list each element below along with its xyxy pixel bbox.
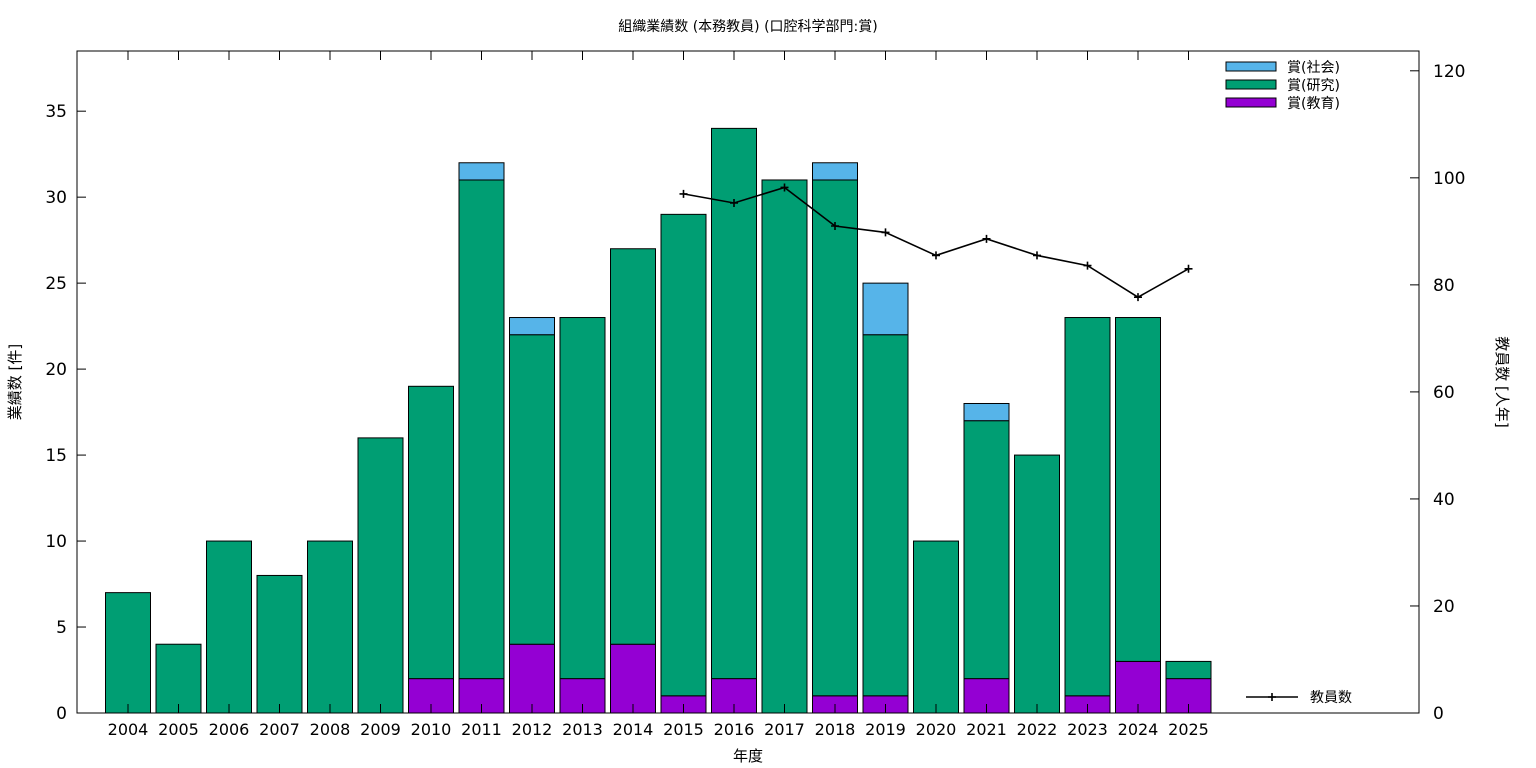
staff-point: [1184, 264, 1193, 273]
bar-segment: [1165, 660, 1212, 680]
legend-label: 賞(研究): [1287, 78, 1340, 94]
y-tick-label: 15: [45, 446, 67, 466]
bar-segment: [307, 540, 353, 714]
staff-line-layer: [679, 183, 1193, 302]
legend-swatch: [1225, 97, 1277, 108]
x-tick-label: 2025: [1168, 720, 1209, 739]
x-tick-label: 2010: [411, 720, 452, 739]
x-axis-label: 年度: [733, 747, 763, 765]
bar-segment: [761, 179, 808, 714]
y2-tick-label: 0: [1433, 704, 1444, 724]
staff-point: [1033, 251, 1041, 260]
y-tick-label: 25: [45, 274, 67, 294]
staff-point: [831, 221, 839, 230]
y-tick-label: 0: [56, 704, 67, 724]
x-tick-label: 2004: [108, 720, 149, 739]
x-tick-label: 2007: [259, 720, 300, 739]
bar-segment: [357, 437, 404, 714]
chart-title: 組織業績数 (本務教員) (口腔科学部門:賞): [618, 19, 877, 35]
bar-segment: [509, 643, 555, 714]
x-tick-label: 2006: [209, 720, 250, 739]
y2-tick-label: 100: [1433, 169, 1465, 189]
y-tick-label: 10: [45, 532, 67, 552]
bar-segment: [105, 592, 151, 714]
y2-axis-label: 教員数 [人年]: [1493, 336, 1511, 427]
plot-border: [76, 50, 1420, 714]
bar-segment: [509, 317, 555, 336]
bar-segment: [509, 334, 555, 645]
bar-segment: [1064, 317, 1111, 697]
legend-label: 賞(教育): [1287, 96, 1340, 112]
bar-segment: [206, 540, 252, 714]
x-tick-label: 2009: [360, 720, 401, 739]
x-tick-label: 2018: [815, 720, 856, 739]
y2-tick-label: 80: [1433, 276, 1455, 296]
legend-label: 教員数: [1310, 690, 1352, 706]
bar-segment: [458, 162, 505, 181]
x-tick-label: 2012: [512, 720, 553, 739]
staff-point: [881, 228, 890, 237]
y-tick-label: 5: [56, 618, 67, 638]
bar-segment: [155, 643, 202, 714]
x-tick-label: 2020: [916, 720, 957, 739]
x-tick-label: 2015: [663, 720, 704, 739]
x-tick-label: 2014: [613, 720, 654, 739]
x-tick-label: 2022: [1017, 720, 1058, 739]
staff-point: [730, 198, 738, 207]
bar-segment: [408, 385, 454, 680]
legend-label: 賞(社会): [1287, 60, 1340, 76]
y2-tick-label: 20: [1433, 597, 1455, 617]
bar-segment: [862, 282, 909, 336]
bars-layer: [105, 127, 1212, 714]
y-axis-label: 業績数 [件]: [6, 344, 24, 420]
staff-line: [683, 186, 1189, 299]
bar-segment: [559, 317, 606, 680]
x-tick-label: 2013: [562, 720, 603, 739]
bar-segment: [1115, 317, 1161, 662]
bar-segment: [660, 213, 707, 697]
x-tick-label: 2017: [764, 720, 805, 739]
y2-tick-label: 40: [1433, 490, 1455, 510]
staff-point: [679, 189, 688, 198]
x-tick-label: 2011: [461, 720, 502, 739]
x-tick-label: 2019: [865, 720, 906, 739]
x-tick-label: 2023: [1067, 720, 1108, 739]
bar-segment: [862, 334, 909, 697]
x-tick-label: 2016: [714, 720, 755, 739]
bar-segment: [711, 127, 757, 680]
staff-point: [1134, 293, 1142, 302]
bar-segment: [256, 574, 303, 714]
y-tick-label: 35: [45, 102, 67, 122]
bar-segment: [1014, 454, 1060, 714]
staff-point: [932, 251, 940, 260]
legend-swatch: [1225, 61, 1277, 72]
legend: 賞(社会) 賞(研究) 賞(教育) 教員数: [1225, 60, 1352, 706]
staff-point: [982, 234, 991, 243]
bar-segment: [963, 402, 1010, 422]
legend-swatch: [1225, 79, 1277, 90]
y2-tick-label: 60: [1433, 383, 1455, 403]
legend-line-marker: [1268, 693, 1276, 701]
bar-segment: [610, 248, 656, 645]
bar-segment: [610, 643, 656, 714]
bar-segment: [913, 540, 959, 714]
x-tick-label: 2021: [966, 720, 1007, 739]
staff-point: [780, 183, 789, 192]
y-tick-label: 20: [45, 360, 67, 380]
bar-segment: [458, 179, 505, 680]
bar-segment: [812, 162, 858, 181]
x-tick-label: 2024: [1118, 720, 1159, 739]
x-tick-label: 2005: [158, 720, 199, 739]
staff-point: [1083, 261, 1092, 270]
bar-segment: [812, 179, 858, 697]
bar-segment: [963, 420, 1010, 680]
y-tick-label: 30: [45, 188, 67, 208]
x-tick-label: 2008: [310, 720, 351, 739]
y2-tick-label: 120: [1433, 62, 1465, 82]
